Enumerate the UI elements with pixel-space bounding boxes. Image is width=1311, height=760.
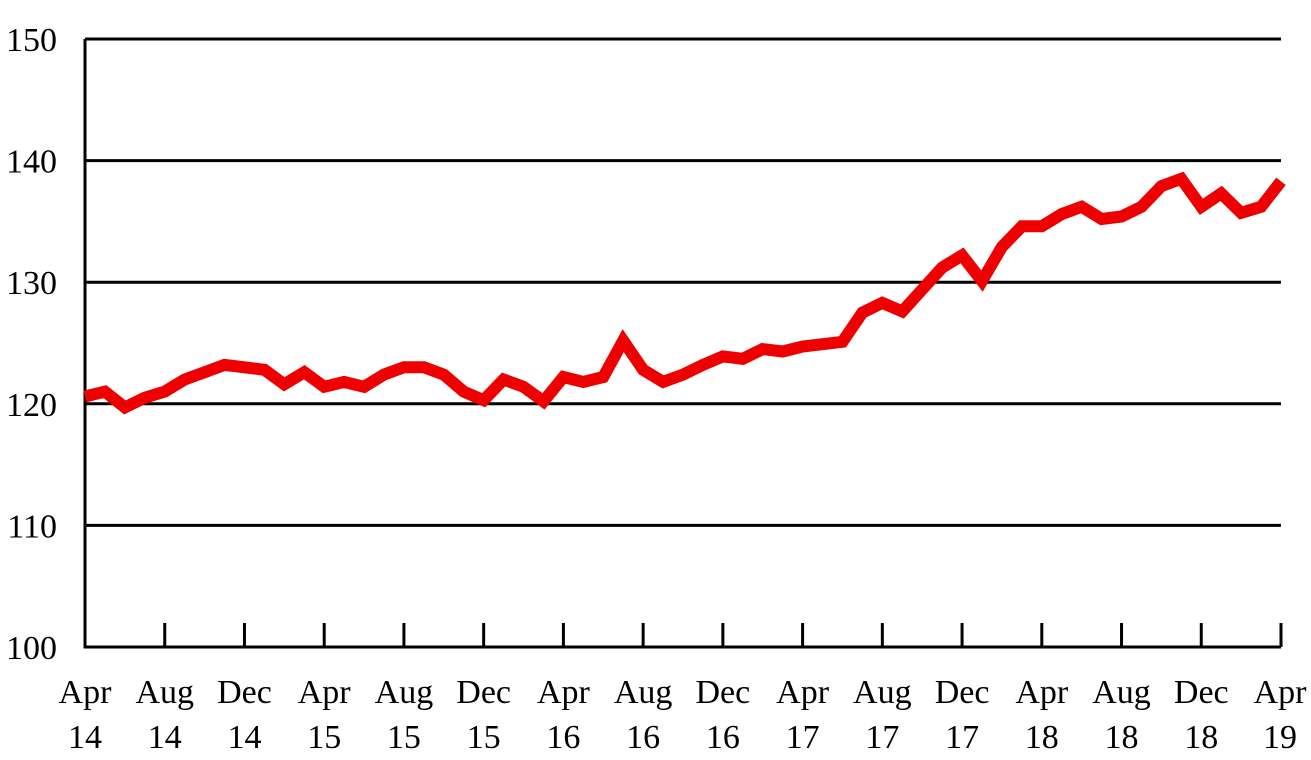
x-tick-label-month: Apr	[1015, 674, 1069, 711]
x-tick-label-year: 18	[1184, 719, 1218, 756]
x-tick-label-month: Aug	[375, 674, 434, 711]
x-tick-label-month: Dec	[935, 674, 990, 711]
x-tick-label-year: 15	[307, 719, 341, 756]
x-tick-label-month: Apr	[776, 674, 830, 711]
y-tick-labels: 100 110 120 130 140 150	[6, 22, 57, 667]
y-tick-label-130: 130	[6, 265, 57, 302]
x-tick-label-year: 18	[1105, 719, 1139, 756]
x-tick-label-month: Dec	[217, 674, 272, 711]
x-tick-label-month: Aug	[853, 674, 912, 711]
x-tick-label-year: 14	[68, 719, 102, 756]
x-tick-label-month: Apr	[59, 674, 113, 711]
x-tick-label-month: Apr	[298, 674, 352, 711]
y-tick-label-120: 120	[6, 387, 57, 424]
x-tick-label-year: 16	[546, 719, 580, 756]
x-tick-label-month: Dec	[456, 674, 511, 711]
y-tick-label-140: 140	[6, 144, 57, 181]
x-tick-label-year: 16	[706, 719, 740, 756]
x-tick-label-year: 17	[945, 719, 979, 756]
y-tick-label-110: 110	[7, 508, 57, 545]
x-tick-label-year: 16	[626, 719, 660, 756]
x-tick-label-year: 15	[387, 719, 421, 756]
axes	[83, 39, 1283, 649]
x-tick-label-month: Dec	[1174, 674, 1229, 711]
gridlines	[85, 37, 1281, 527]
x-tick-labels: Apr 14 Aug 14 Dec 14 Apr 15 Aug 15 Dec 15 Apr 16 Aug 16…	[59, 674, 1308, 756]
x-tick-label-month: Aug	[614, 674, 673, 711]
x-tick-label-year: 18	[1025, 719, 1059, 756]
x-tick-label-year: 17	[865, 719, 899, 756]
x-tick-label-year: 15	[467, 719, 501, 756]
x-tick-label-year: 17	[786, 719, 820, 756]
y-tick-label-100: 100	[6, 630, 57, 667]
x-tick-label-year: 14	[227, 719, 261, 756]
x-tick-label-month: Apr	[537, 674, 591, 711]
x-tick-label-month: Aug	[1092, 674, 1151, 711]
x-tick-label-month: Aug	[135, 674, 194, 711]
x-tick-label-month: Dec	[695, 674, 750, 711]
x-tick-label-year: 14	[148, 719, 182, 756]
y-tick-label-150: 150	[6, 22, 57, 59]
series-layer	[83, 171, 1286, 415]
series-line	[83, 171, 1286, 415]
x-tick-label-month: Apr	[1254, 674, 1308, 711]
x-tick-label-year: 19	[1263, 719, 1297, 756]
